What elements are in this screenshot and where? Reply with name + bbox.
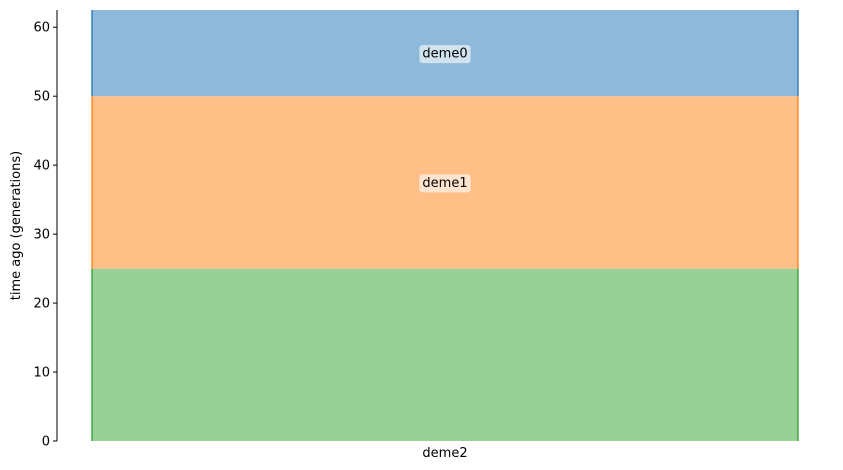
epoch-layer <box>91 10 799 441</box>
y-ticks: 0 10 20 30 40 50 60 <box>33 21 57 450</box>
deme-label-deme1: deme1 <box>419 174 471 193</box>
epoch-band-deme2 <box>92 268 798 441</box>
deme-label-deme0: deme0 <box>419 45 471 64</box>
y-tick-label: 60 <box>33 21 50 36</box>
y-tick-label: 0 <box>42 435 50 450</box>
deme-label-text-deme1: deme1 <box>422 176 467 191</box>
deme-label-box-deme1 <box>419 174 471 193</box>
y-tick-label: 30 <box>33 228 50 243</box>
y-axis-label: time ago (generations) <box>9 151 24 300</box>
y-tick-label: 40 <box>33 159 50 174</box>
x-tick-label-deme2: deme2 <box>422 446 467 461</box>
y-axis: 0 10 20 30 40 50 60 <box>33 10 58 450</box>
y-tick-label: 50 <box>33 90 50 105</box>
y-tick-label: 20 <box>33 297 50 312</box>
y-tick-label: 10 <box>33 366 50 381</box>
deme-label-text-deme0: deme0 <box>422 47 467 62</box>
deme-labels: deme2 deme1 deme0 <box>419 45 471 461</box>
deme-label-box-deme0 <box>419 45 471 64</box>
